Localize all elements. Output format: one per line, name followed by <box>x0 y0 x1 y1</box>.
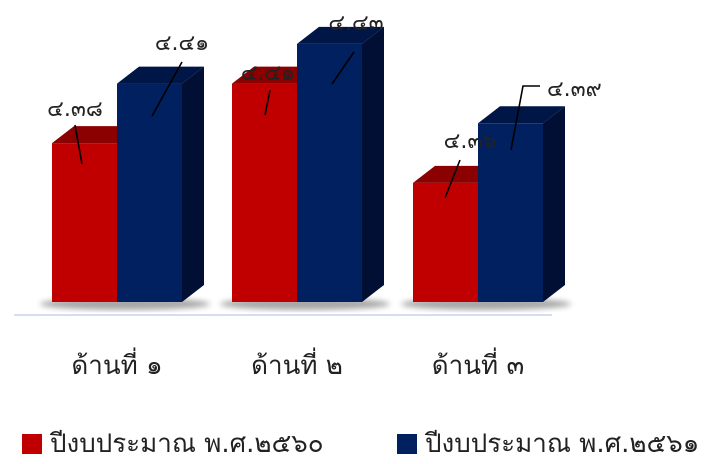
data-label-1-series-1: ๔.๓๘ <box>47 97 103 122</box>
bar-top-face <box>297 26 384 44</box>
legend-item-2560: ปีงบประมาณ พ.ศ.๒๕๖๐ <box>22 423 324 464</box>
data-label-leader <box>331 51 355 85</box>
category-label-3: ด้านที่ ๓ <box>432 347 524 381</box>
data-label-leader <box>510 85 540 151</box>
category-label-1: ด้านที่ ๑ <box>71 347 162 381</box>
data-label-leader <box>74 124 83 165</box>
bar-3-series-1 <box>413 182 478 302</box>
bar-chart: ๔.๓๘๔.๔๑๔.๔๑๔.๔๓๔.๓๖๔.๓๙ ด้านที่ ๑ด้านที… <box>14 11 602 381</box>
legend: ปีงบประมาณ พ.ศ.๒๕๖๐ ปีงบประมาณ พ.ศ.๒๕๖๑ <box>0 423 713 463</box>
bar-1-series-1 <box>52 143 117 302</box>
data-label-leader <box>444 159 461 199</box>
bar-3-series-2 <box>478 123 543 303</box>
legend-swatch-2561 <box>397 433 417 454</box>
bar-top-face <box>478 106 565 124</box>
bar-top-face <box>117 66 204 84</box>
legend-swatch-2560 <box>22 433 42 454</box>
legend-item-2561: ปีงบประมาณ พ.ศ.๒๕๖๑ <box>397 423 699 464</box>
data-label-2-series-2: ๔.๔๓ <box>328 11 383 36</box>
data-label-3-series-1: ๔.๓๖ <box>444 129 497 154</box>
category-label-2: ด้านที่ ๒ <box>251 347 343 381</box>
bar-side-face <box>182 66 204 302</box>
bar-side-face <box>543 106 565 303</box>
legend-label-2561: ปีงบประมาณ พ.ศ.๒๕๖๑ <box>425 429 700 459</box>
bar-2-series-2 <box>297 43 362 302</box>
bar-side-face <box>362 26 384 302</box>
data-label-leader <box>264 89 271 116</box>
data-label-leader <box>151 61 183 117</box>
data-label-1-series-2: ๔.๔๑ <box>155 31 209 56</box>
bar-2-series-1 <box>232 83 297 302</box>
data-label-2-series-1: ๔.๔๑ <box>241 61 295 86</box>
legend-label-2560: ปีงบประมาณ พ.ศ.๒๕๖๐ <box>50 429 324 459</box>
bar-1-series-2 <box>117 83 182 302</box>
data-label-3-series-2: ๔.๓๙ <box>547 77 602 102</box>
